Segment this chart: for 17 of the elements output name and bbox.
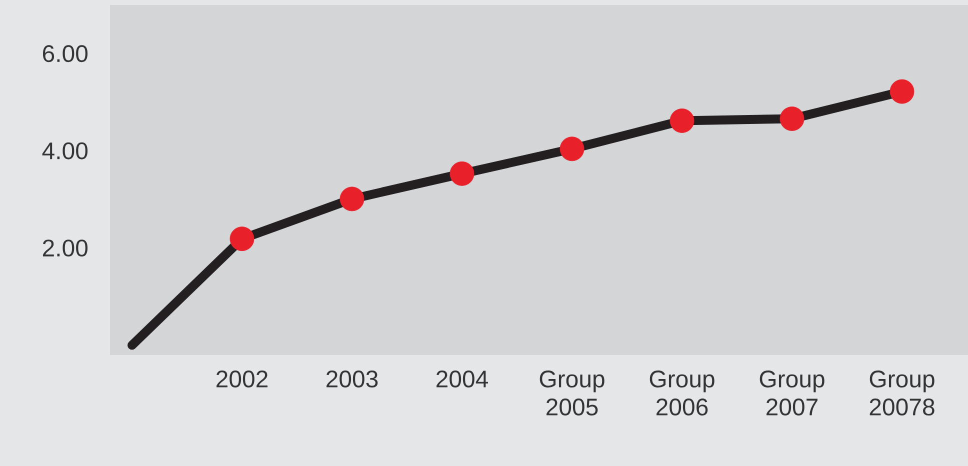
x-tick-label: Group 2005 [540, 370, 604, 416]
y-tick-label: 4.00 [42, 142, 88, 160]
point [670, 108, 694, 133]
x-tick-label: 2004 [436, 370, 488, 388]
point [890, 79, 914, 104]
point [780, 106, 804, 131]
point [340, 186, 364, 212]
y-tick-label: 2.00 [42, 240, 88, 257]
point [450, 161, 474, 186]
y-tick-label: 6.00 [42, 45, 88, 62]
x-tick-label: 2003 [326, 370, 378, 388]
point [230, 226, 254, 252]
x-tick-label: 2002 [216, 370, 268, 388]
x-tick-label: Group 2007 [760, 370, 824, 416]
point [560, 136, 584, 162]
x-tick-label: Group 20078 [870, 370, 934, 416]
x-tick-label: Group 2006 [650, 370, 714, 416]
